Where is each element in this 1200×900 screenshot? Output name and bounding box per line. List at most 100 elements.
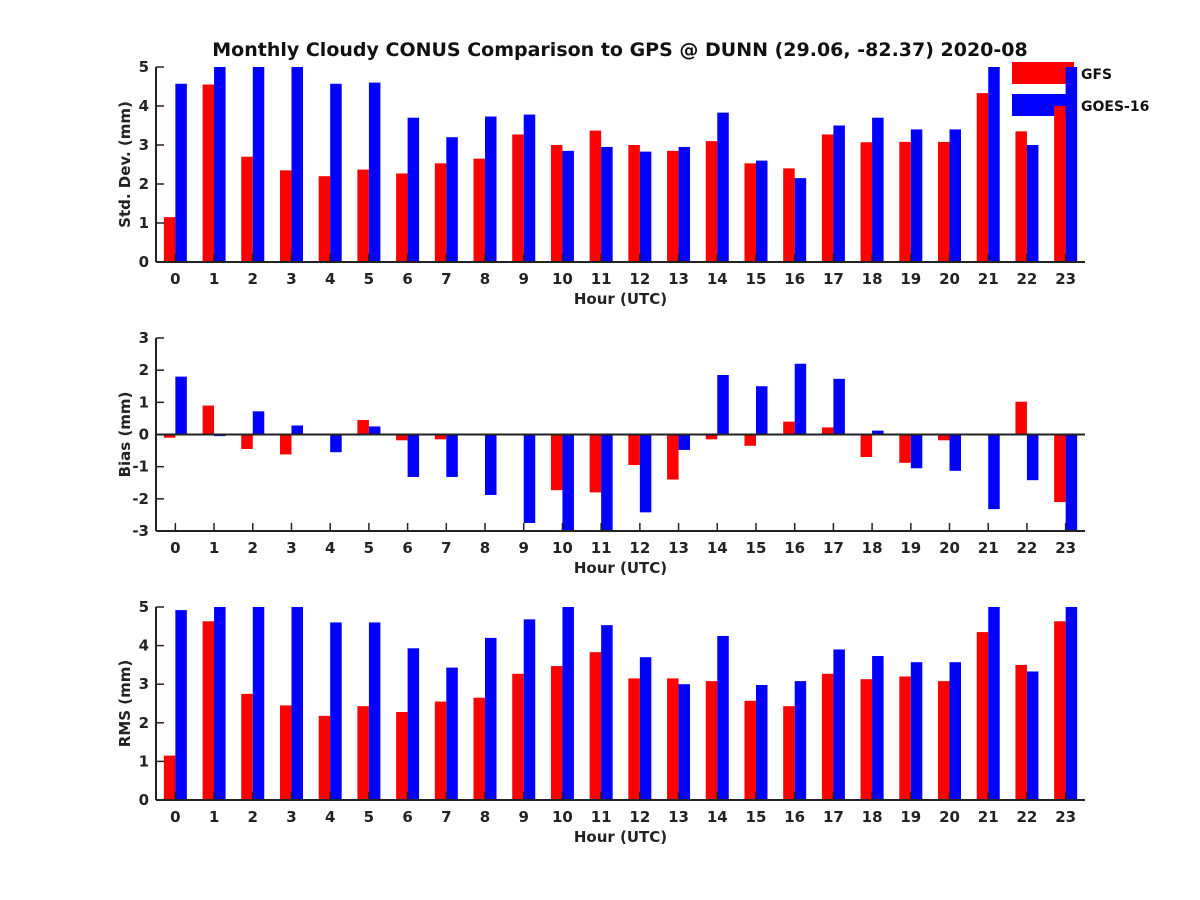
x-tick-label: 17 bbox=[823, 539, 844, 557]
bar-gfs-23 bbox=[1054, 621, 1066, 800]
y-tick-label: 3 bbox=[139, 675, 149, 693]
bar-goes-16-19 bbox=[910, 662, 923, 800]
bar-goes-16-12 bbox=[639, 151, 652, 262]
x-tick-label: 5 bbox=[364, 539, 374, 557]
bar-goes-16-15 bbox=[755, 684, 768, 800]
bar-goes-16-12 bbox=[639, 434, 652, 513]
bar-goes-16-14 bbox=[717, 374, 729, 435]
x-tick-label: 14 bbox=[707, 808, 728, 826]
x-tick-label: 17 bbox=[823, 808, 844, 826]
bar-gfs-14 bbox=[705, 141, 718, 262]
bar-gfs-12 bbox=[628, 434, 640, 466]
bar-goes-16-9 bbox=[523, 619, 536, 800]
bar-gfs-10 bbox=[550, 666, 563, 800]
y-axis-label: Std. Dev. (mm) bbox=[116, 101, 134, 228]
bar-goes-16-10 bbox=[562, 607, 574, 800]
x-tick-label: 11 bbox=[591, 539, 612, 557]
bar-goes-16-21 bbox=[988, 607, 1000, 800]
y-tick-label: 5 bbox=[139, 58, 149, 76]
bar-gfs-23 bbox=[1054, 434, 1066, 503]
x-tick-label: 15 bbox=[746, 270, 767, 288]
bar-gfs-18 bbox=[860, 142, 873, 262]
x-tick-label: 15 bbox=[746, 539, 767, 557]
bar-gfs-19 bbox=[899, 141, 911, 262]
bar-gfs-15 bbox=[744, 434, 756, 446]
bar-goes-16-7 bbox=[446, 137, 458, 262]
bar-gfs-0 bbox=[163, 755, 176, 800]
chart-title: Monthly Cloudy CONUS Comparison to GPS @… bbox=[212, 39, 1027, 61]
bar-goes-16-6 bbox=[407, 434, 420, 477]
bar-gfs-14 bbox=[705, 434, 718, 440]
bar-gfs-17 bbox=[821, 673, 834, 800]
x-tick-label: 8 bbox=[480, 270, 490, 288]
y-tick-label: 2 bbox=[139, 175, 149, 193]
bar-gfs-6 bbox=[396, 434, 408, 441]
bar-gfs-15 bbox=[744, 700, 756, 800]
bar-gfs-5 bbox=[357, 420, 369, 435]
bar-goes-16-8 bbox=[485, 637, 497, 800]
x-tick-label: 19 bbox=[900, 539, 921, 557]
x-tick-label: 14 bbox=[707, 270, 728, 288]
bar-gfs-16 bbox=[783, 706, 795, 800]
x-tick-label: 3 bbox=[286, 808, 296, 826]
x-tick-label: 23 bbox=[1055, 808, 1076, 826]
bar-goes-16-3 bbox=[291, 607, 303, 800]
x-tick-label: 13 bbox=[668, 270, 689, 288]
x-tick-label: 2 bbox=[248, 539, 258, 557]
y-tick-label: 1 bbox=[139, 752, 149, 770]
bar-goes-16-20 bbox=[949, 434, 962, 471]
y-axis-label: Bias (mm) bbox=[116, 392, 134, 478]
bar-gfs-4 bbox=[318, 715, 331, 800]
bar-gfs-8 bbox=[473, 158, 486, 262]
bar-gfs-11 bbox=[589, 434, 602, 493]
bar-gfs-22 bbox=[1015, 131, 1027, 262]
x-axis-label: Hour (UTC) bbox=[574, 559, 667, 577]
bar-gfs-7 bbox=[434, 701, 447, 800]
bar-gfs-5 bbox=[357, 706, 369, 800]
bar-gfs-6 bbox=[396, 711, 408, 800]
bar-gfs-20 bbox=[938, 434, 950, 441]
bar-goes-16-4 bbox=[330, 434, 342, 453]
bar-gfs-6 bbox=[396, 173, 408, 262]
bar-goes-16-20 bbox=[949, 129, 962, 262]
bar-goes-16-8 bbox=[485, 116, 497, 262]
x-tick-label: 16 bbox=[784, 808, 805, 826]
bar-goes-16-10 bbox=[562, 150, 574, 262]
x-tick-label: 1 bbox=[209, 539, 219, 557]
x-tick-label: 0 bbox=[170, 270, 180, 288]
bar-gfs-10 bbox=[550, 145, 563, 262]
x-tick-label: 7 bbox=[441, 539, 451, 557]
x-tick-label: 21 bbox=[978, 539, 999, 557]
bar-goes-16-23 bbox=[1065, 434, 1078, 531]
bar-gfs-8 bbox=[473, 697, 486, 800]
y-tick-label: 1 bbox=[139, 393, 149, 411]
bar-goes-16-17 bbox=[833, 378, 845, 435]
y-tick-label: 2 bbox=[139, 714, 149, 732]
bar-gfs-9 bbox=[512, 134, 524, 262]
bar-gfs-17 bbox=[821, 134, 834, 262]
bar-gfs-19 bbox=[899, 434, 911, 463]
x-tick-label: 6 bbox=[402, 539, 412, 557]
bar-gfs-0 bbox=[163, 434, 176, 438]
x-tick-label: 3 bbox=[286, 539, 296, 557]
bar-gfs-12 bbox=[628, 678, 640, 800]
x-tick-label: 22 bbox=[1017, 539, 1038, 557]
x-tick-label: 12 bbox=[629, 539, 650, 557]
bar-gfs-4 bbox=[318, 176, 331, 262]
bar-gfs-11 bbox=[589, 652, 602, 800]
bar-gfs-13 bbox=[667, 434, 679, 480]
bar-gfs-13 bbox=[667, 150, 679, 262]
bar-goes-16-13 bbox=[678, 684, 691, 800]
bar-goes-16-9 bbox=[523, 114, 536, 262]
bar-gfs-3 bbox=[279, 434, 292, 455]
x-tick-label: 13 bbox=[668, 539, 689, 557]
bar-goes-16-23 bbox=[1065, 67, 1078, 262]
bar-goes-16-23 bbox=[1065, 607, 1078, 800]
bar-goes-16-19 bbox=[910, 434, 923, 469]
bar-gfs-14 bbox=[705, 681, 718, 800]
y-tick-label: -3 bbox=[132, 522, 149, 540]
x-tick-label: 15 bbox=[746, 808, 767, 826]
